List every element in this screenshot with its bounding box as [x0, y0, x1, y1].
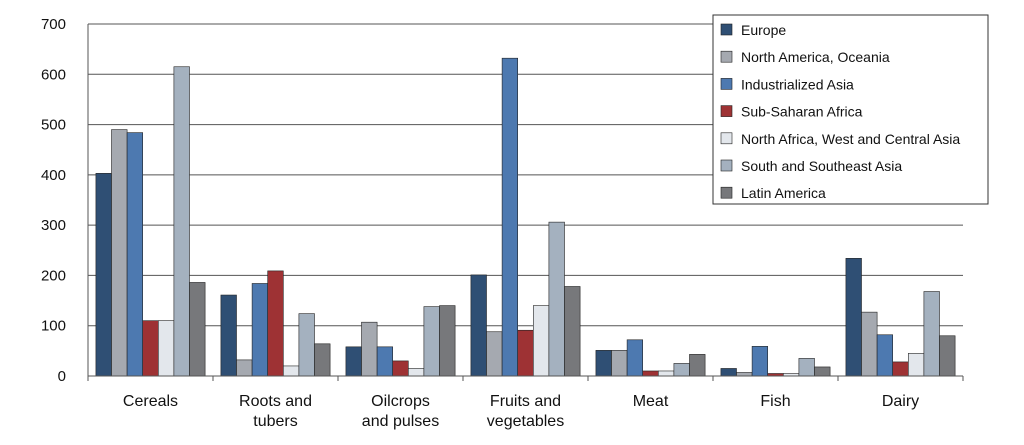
bar-europe-3 — [470, 274, 487, 377]
y-tick-label: 300 — [41, 217, 66, 234]
bar-latin-america-2 — [439, 305, 456, 377]
bar-north-africa-west-and-central-asia-1 — [282, 365, 300, 377]
bar-latin-america-0 — [189, 282, 206, 377]
bar-europe-5 — [720, 368, 737, 377]
bar-north-america-oceania-3 — [486, 331, 503, 377]
y-tick-label: 600 — [41, 66, 66, 83]
bar-north-america-oceania-5 — [736, 372, 753, 377]
x-category-label: and pulses — [362, 413, 439, 430]
bar-north-africa-west-and-central-asia-4 — [657, 370, 675, 377]
x-axis: Cereals Roots and tubers Oilcrops and pulses… — [87, 375, 964, 430]
bar-south-and-southeast-asia-4 — [673, 363, 690, 377]
bar-north-america-oceania-0 — [111, 129, 128, 377]
bar-industrialized-asia-5 — [751, 346, 768, 377]
bar-south-and-southeast-asia-2 — [423, 306, 440, 377]
legend-label: Europe — [741, 22, 786, 38]
bar-south-and-southeast-asia-5 — [798, 358, 815, 377]
legend-swatch — [720, 159, 733, 172]
legend-swatch — [720, 186, 733, 199]
bar-europe-1 — [220, 294, 237, 377]
legend-box — [712, 14, 989, 205]
legend-label: Latin America — [741, 185, 826, 201]
x-category-label: Dairy — [882, 393, 919, 410]
x-category-label: Fish — [760, 393, 790, 410]
legend-label: Sub-Saharan Africa — [741, 104, 863, 120]
bar-latin-america-1 — [314, 343, 331, 377]
bar-north-africa-west-and-central-asia-6 — [907, 353, 925, 377]
x-category-label: Meat — [633, 393, 669, 410]
legend-swatch — [720, 105, 733, 117]
legend-swatch — [720, 78, 733, 90]
bar-industrialized-asia-2 — [376, 346, 394, 377]
x-category-label: Roots and — [239, 393, 312, 410]
bar-north-africa-west-and-central-asia-3 — [532, 305, 550, 377]
bar-europe-4 — [595, 350, 612, 377]
y-tick-label: 200 — [41, 267, 66, 284]
bar-sub-saharan-africa-2 — [392, 360, 409, 377]
bar-europe-0 — [95, 173, 112, 377]
legend-swatch — [720, 132, 733, 145]
y-tick-label: 100 — [41, 318, 66, 335]
bar-europe-6 — [845, 258, 862, 377]
bar-industrialized-asia-1 — [251, 283, 269, 377]
x-category-label: Cereals — [123, 393, 178, 410]
bar-latin-america-4 — [689, 354, 706, 377]
bar-industrialized-asia-6 — [876, 334, 893, 377]
legend-label: North America, Oceania — [741, 49, 890, 65]
x-category-label: tubers — [253, 413, 297, 430]
legend-label: South and Southeast Asia — [741, 158, 902, 174]
bar-industrialized-asia-3 — [501, 57, 519, 377]
bar-latin-america-5 — [814, 366, 831, 377]
bar-north-africa-west-and-central-asia-0 — [158, 320, 175, 377]
bar-north-america-oceania-6 — [861, 311, 878, 377]
bar-north-africa-west-and-central-asia-2 — [407, 368, 425, 377]
bar-sub-saharan-africa-3 — [517, 329, 534, 377]
bar-south-and-southeast-asia-1 — [298, 313, 315, 377]
gridlines — [88, 23, 963, 327]
x-category-label: Fruits and — [490, 393, 561, 410]
bar-sub-saharan-africa-0 — [142, 320, 159, 377]
bar-north-america-oceania-4 — [611, 350, 628, 377]
bar-industrialized-asia-4 — [626, 339, 643, 377]
legend-label: Industrialized Asia — [741, 76, 854, 92]
legend: Europe North America, Oceania Industrializ… — [712, 14, 989, 205]
bar-latin-america-6 — [939, 335, 956, 377]
x-category-label: vegetables — [487, 413, 564, 430]
bar-south-and-southeast-asia-0 — [173, 66, 190, 377]
bar-sub-saharan-africa-1 — [267, 270, 284, 377]
y-tick-label: 0 — [58, 368, 66, 385]
bar-south-and-southeast-asia-3 — [548, 221, 565, 377]
y-tick-label: 500 — [41, 117, 66, 134]
bar-south-and-southeast-asia-6 — [923, 291, 940, 377]
bar-latin-america-3 — [564, 286, 581, 377]
legend-swatch — [720, 50, 733, 63]
x-category-label: Oilcrops — [371, 393, 430, 410]
bars — [95, 57, 956, 377]
bar-sub-saharan-africa-6 — [892, 361, 909, 377]
bar-industrialized-asia-0 — [126, 132, 143, 377]
y-tick-label: 700 — [41, 16, 66, 33]
bar-north-america-oceania-1 — [236, 359, 253, 377]
legend-label: North Africa, West and Central Asia — [741, 131, 960, 147]
bar-europe-2 — [345, 346, 362, 377]
bar-north-america-oceania-2 — [361, 321, 378, 377]
y-tick-label: 400 — [41, 167, 66, 184]
bar-sub-saharan-africa-4 — [642, 370, 659, 377]
y-axis: 0 100 200 300 400 500 600 700 — [41, 16, 89, 385]
legend-swatch — [720, 23, 733, 36]
